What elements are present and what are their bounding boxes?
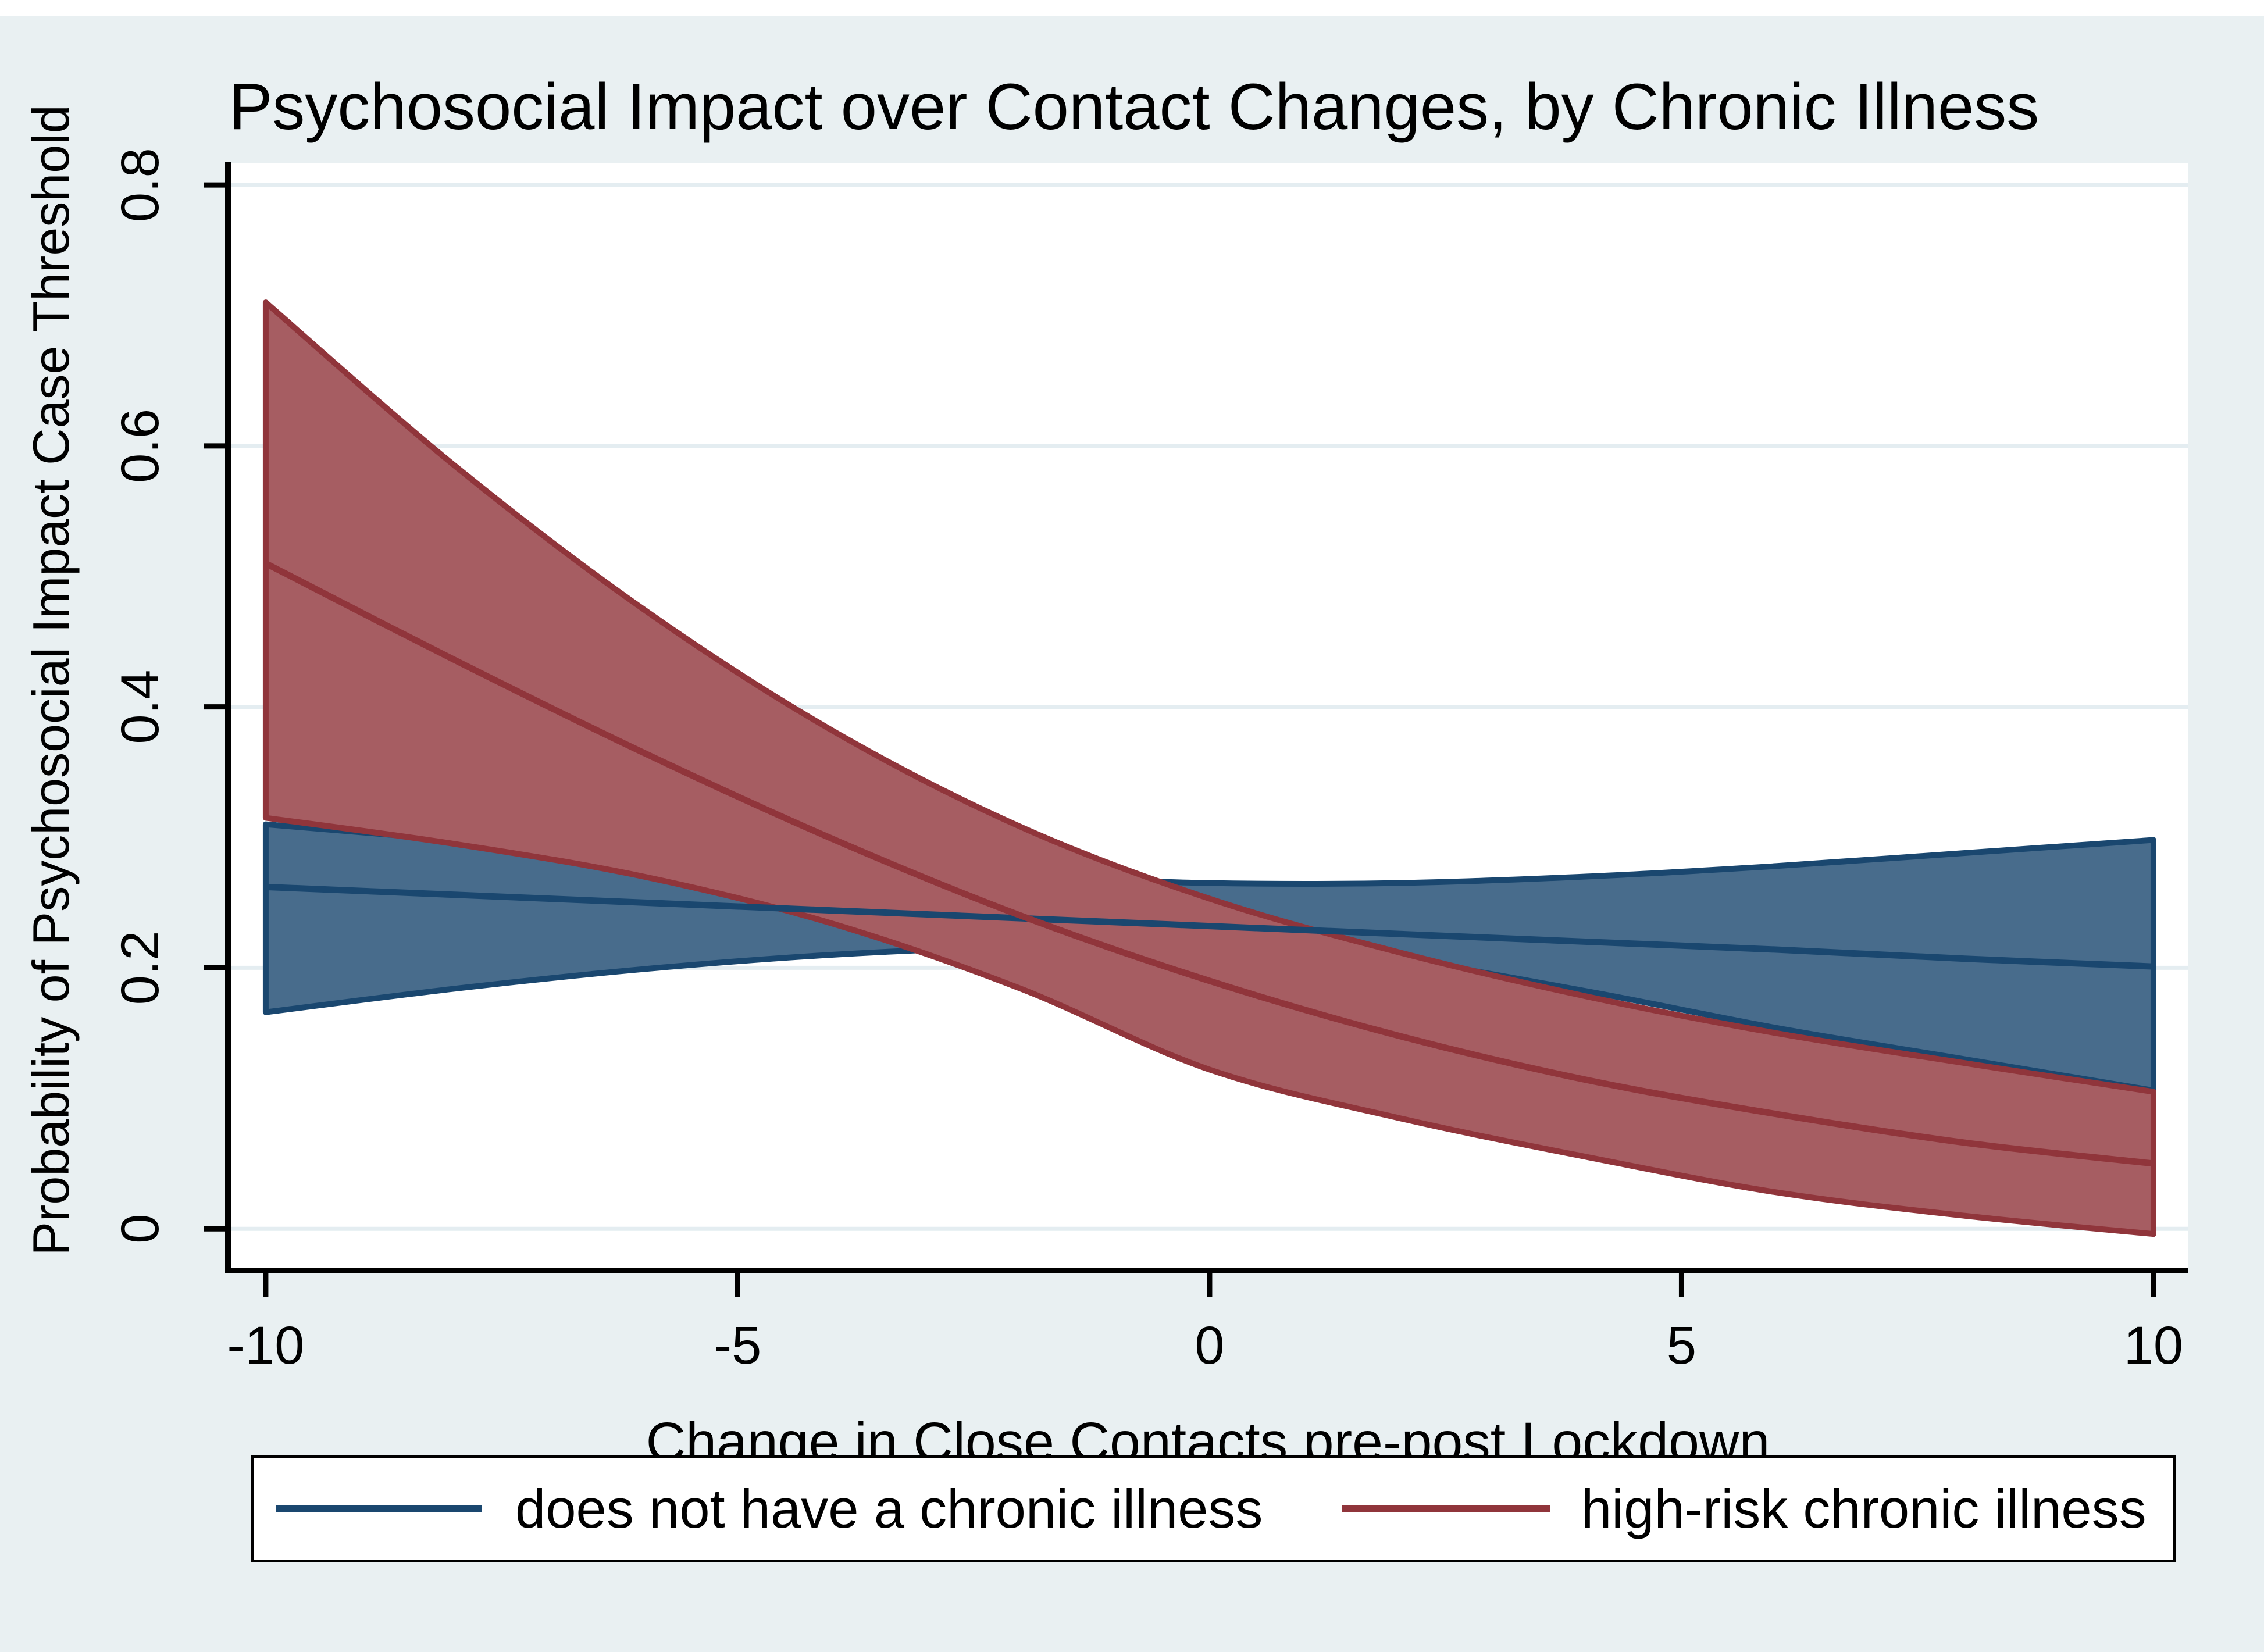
y-axis-title: Probability of Psychosocial Impact Case … [22, 105, 80, 1255]
x-tick-label: -5 [714, 1316, 762, 1375]
top-margin-strip [0, 0, 2264, 16]
fit-lines [264, 560, 2154, 1167]
red-fit-line [264, 560, 2154, 1167]
legend-label: does not have a chronic illness [515, 1478, 1263, 1539]
chart-title: Psychosocial Impact over Contact Changes… [229, 70, 2040, 143]
legend-label: high-risk chronic illness [1581, 1478, 2147, 1539]
tick-labels: 0 0.2 0.4 0.6 0.8 -10 -5 0 5 10 [110, 148, 2183, 1375]
y-tick-label: 0.4 [110, 670, 170, 744]
y-tick-label: 0 [110, 1214, 170, 1244]
legend: does not have a chronic illness high-ris… [251, 1455, 2176, 1562]
axes [225, 162, 2188, 1273]
y-tick-label: 0.6 [110, 409, 170, 483]
tick-marks [204, 182, 2156, 1297]
blue-fit-line [265, 883, 2154, 970]
legend-item-no-chronic-illness: does not have a chronic illness [276, 1458, 1263, 1560]
legend-item-high-risk-chronic-illness: high-risk chronic illness [1342, 1458, 2147, 1560]
y-tick-label: 0.2 [110, 930, 170, 1005]
x-tick-label: 0 [1195, 1316, 1224, 1375]
x-tick-label: 5 [1667, 1316, 1696, 1375]
legend-swatch-blue-line [276, 1505, 482, 1512]
y-tick-label: 0.8 [110, 148, 170, 222]
legend-swatch-red-line [1342, 1505, 1550, 1512]
x-tick-label: 10 [2124, 1316, 2183, 1375]
x-tick-label: -10 [227, 1316, 304, 1375]
